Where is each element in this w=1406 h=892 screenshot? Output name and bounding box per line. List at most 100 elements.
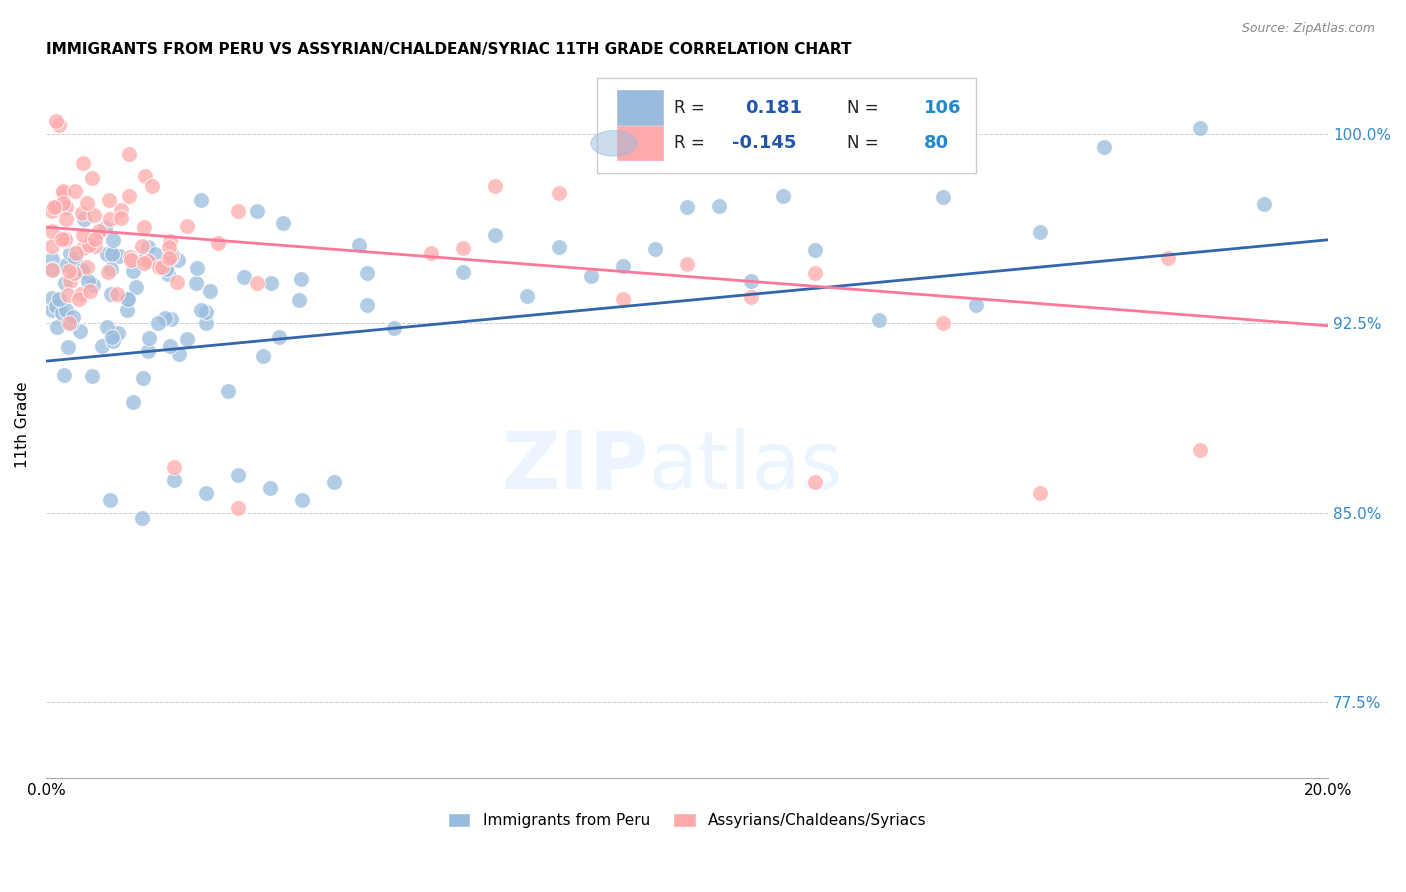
Point	[226, 500, 249, 515]
Point	[136, 254, 159, 268]
Point	[72, 156, 94, 170]
Point	[52, 368, 75, 383]
Point	[118, 188, 141, 202]
Point	[163, 460, 186, 475]
Point	[965, 297, 987, 311]
Point	[76, 196, 98, 211]
Point	[290, 272, 312, 286]
Point	[107, 326, 129, 340]
Point	[134, 169, 156, 183]
Point	[644, 242, 666, 256]
Point	[41, 204, 63, 219]
Point	[932, 316, 955, 330]
Point	[45, 200, 67, 214]
Point	[55, 258, 77, 272]
FancyBboxPatch shape	[617, 126, 662, 161]
Point	[167, 346, 190, 360]
Point	[1188, 442, 1211, 457]
Point	[52, 184, 75, 198]
Point	[146, 316, 169, 330]
Text: ZIP: ZIP	[502, 428, 648, 506]
Point	[291, 493, 314, 508]
Point	[156, 267, 179, 281]
Point	[160, 250, 183, 264]
Point	[176, 219, 198, 233]
Point	[70, 206, 93, 220]
Point	[190, 302, 212, 317]
Point	[1157, 251, 1180, 265]
Point	[740, 290, 762, 304]
Legend: Immigrants from Peru, Assyrians/Chaldeans/Syriacs: Immigrants from Peru, Assyrians/Chaldean…	[441, 807, 932, 834]
Point	[150, 260, 173, 275]
Point	[108, 249, 131, 263]
Point	[1092, 140, 1115, 154]
Point	[84, 232, 107, 246]
Point	[1028, 485, 1050, 500]
Point	[159, 339, 181, 353]
Point	[195, 485, 218, 500]
Point	[160, 312, 183, 326]
Point	[804, 475, 827, 490]
Point	[217, 384, 239, 398]
Point	[157, 240, 180, 254]
Point	[110, 211, 132, 226]
FancyBboxPatch shape	[617, 90, 662, 125]
Point	[323, 475, 346, 490]
Point	[44, 200, 66, 214]
Point	[131, 371, 153, 385]
Point	[63, 184, 86, 198]
Point	[138, 331, 160, 345]
Point	[1253, 197, 1275, 211]
Point	[260, 276, 283, 290]
Point	[67, 292, 90, 306]
Point	[80, 369, 103, 384]
Point	[288, 293, 311, 307]
Point	[252, 349, 274, 363]
Point	[246, 276, 269, 290]
Point	[101, 334, 124, 349]
Point	[868, 313, 890, 327]
Point	[41, 303, 63, 318]
Point	[56, 340, 79, 354]
Point	[58, 316, 80, 330]
Point	[166, 276, 188, 290]
Point	[157, 251, 180, 265]
Point	[72, 241, 94, 255]
Text: Source: ZipAtlas.com: Source: ZipAtlas.com	[1241, 22, 1375, 36]
Point	[48, 293, 70, 307]
Point	[122, 395, 145, 409]
Point	[82, 278, 104, 293]
Text: N =: N =	[848, 135, 879, 153]
Point	[194, 305, 217, 319]
Point	[59, 316, 82, 330]
Point	[53, 233, 76, 247]
Text: R =: R =	[675, 135, 704, 153]
Point	[110, 203, 132, 218]
Point	[55, 200, 77, 214]
Point	[167, 253, 190, 268]
Point	[612, 259, 634, 273]
Text: 80: 80	[924, 135, 949, 153]
Point	[163, 473, 186, 487]
Point	[96, 319, 118, 334]
Point	[131, 238, 153, 252]
Point	[153, 311, 176, 326]
Point	[155, 261, 177, 276]
Point	[82, 170, 104, 185]
Point	[932, 190, 955, 204]
Point	[207, 236, 229, 251]
Point	[51, 232, 73, 246]
Point	[115, 292, 138, 306]
Point	[676, 257, 699, 271]
Point	[59, 246, 82, 260]
Point	[51, 306, 73, 320]
Point	[48, 118, 70, 132]
Point	[134, 219, 156, 234]
Point	[97, 265, 120, 279]
Point	[1028, 225, 1050, 239]
Point	[134, 252, 156, 266]
Point	[83, 239, 105, 253]
Point	[143, 246, 166, 260]
Point	[579, 268, 602, 283]
Point	[45, 320, 67, 334]
